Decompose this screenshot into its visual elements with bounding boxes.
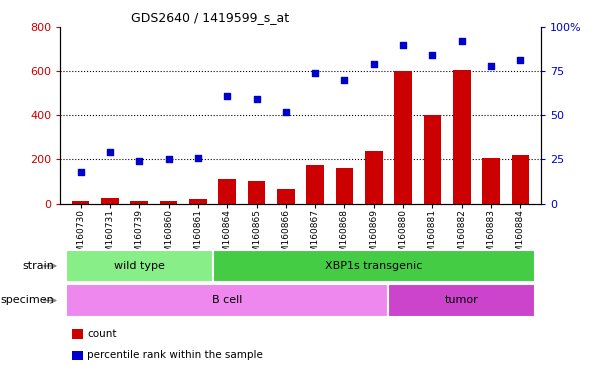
Bar	[218, 179, 236, 204]
Bar	[101, 198, 119, 204]
Bar	[482, 158, 500, 204]
Point	[163, 156, 173, 162]
Text: GDS2640 / 1419599_s_at: GDS2640 / 1419599_s_at	[131, 12, 290, 25]
Bar	[160, 201, 177, 204]
Point	[310, 70, 320, 76]
Bar	[453, 70, 471, 204]
Point	[252, 96, 261, 103]
Bar	[511, 155, 529, 204]
Text: strain: strain	[22, 261, 54, 271]
Point	[428, 52, 438, 58]
Bar	[394, 71, 412, 204]
Text: specimen: specimen	[1, 295, 54, 306]
Point	[486, 63, 496, 69]
Point	[105, 149, 115, 156]
Point	[516, 57, 525, 63]
Bar	[388, 284, 535, 317]
Point	[369, 61, 379, 67]
Bar	[189, 199, 207, 204]
Point	[340, 77, 349, 83]
Bar	[130, 201, 148, 204]
Text: count: count	[87, 329, 117, 339]
Point	[457, 38, 466, 44]
Bar	[66, 284, 388, 317]
Bar	[248, 182, 265, 204]
Text: tumor: tumor	[445, 295, 478, 306]
Bar	[307, 165, 324, 204]
Text: percentile rank within the sample: percentile rank within the sample	[87, 350, 263, 360]
Text: XBP1s transgenic: XBP1s transgenic	[325, 261, 423, 271]
Point	[76, 169, 85, 175]
Bar	[213, 250, 535, 282]
Bar	[277, 189, 294, 204]
Bar	[424, 115, 441, 204]
Point	[193, 154, 203, 161]
Text: B cell: B cell	[212, 295, 242, 306]
Point	[135, 158, 144, 164]
Point	[398, 41, 408, 48]
Bar	[365, 151, 383, 204]
Bar	[66, 250, 213, 282]
Bar	[72, 201, 90, 204]
Point	[281, 109, 291, 115]
Point	[222, 93, 232, 99]
Text: wild type: wild type	[114, 261, 165, 271]
Bar	[336, 168, 353, 204]
